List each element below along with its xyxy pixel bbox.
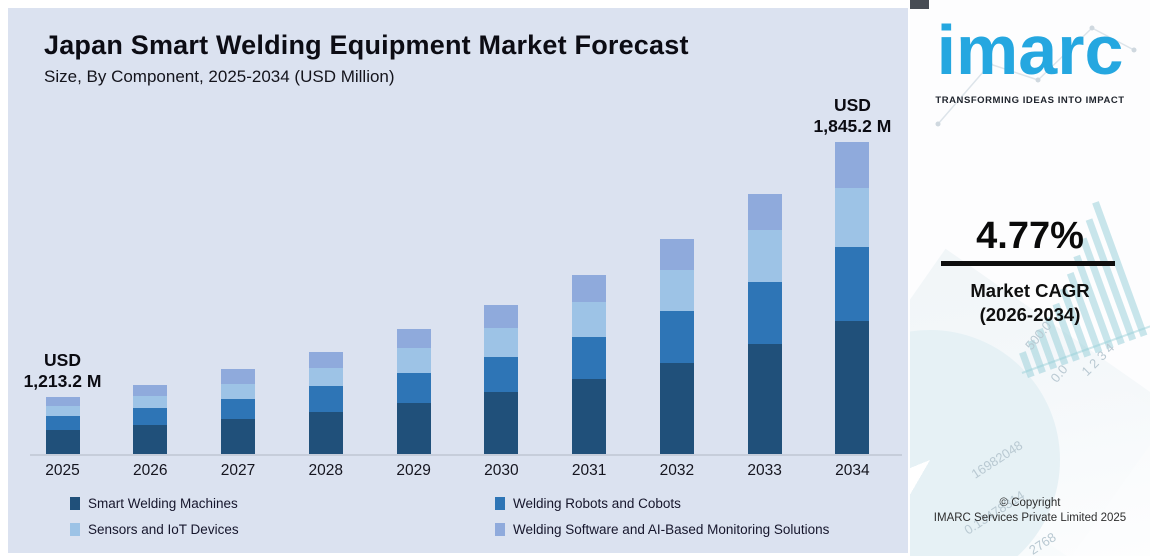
bar-segment <box>572 275 607 302</box>
x-tick-label: 2033 <box>747 462 782 479</box>
x-tick-label: 2034 <box>835 462 870 479</box>
bar-segment <box>45 397 80 406</box>
page-subtitle: Size, By Component, 2025-2034 (USD Milli… <box>44 67 395 86</box>
imarc-logo-text: imarc <box>936 11 1124 89</box>
imarc-logo: imarc <box>910 10 1150 90</box>
cagr-value: 4.77% <box>976 215 1084 257</box>
bar-segment <box>835 188 870 247</box>
legend-swatch <box>70 497 80 510</box>
legend-item: Welding Software and AI-Based Monitoring… <box>495 522 880 537</box>
x-tick-label: 2030 <box>484 462 519 479</box>
bar-segment <box>484 392 519 454</box>
copyright-notice: © Copyright IMARC Services Private Limit… <box>910 496 1150 526</box>
stacked-bar-2027 <box>221 369 256 454</box>
bar-segment <box>396 373 431 403</box>
stacked-bar-2031 <box>572 275 607 454</box>
x-axis-line <box>30 454 902 456</box>
bar-segment <box>308 368 343 386</box>
bar-segment <box>221 419 256 454</box>
bar-segment <box>747 194 782 230</box>
x-tick-label: 2028 <box>308 462 344 479</box>
bar-segment <box>747 282 782 344</box>
stacked-bar-2033 <box>747 194 782 454</box>
bar-segment <box>308 412 343 454</box>
bar-segment <box>659 270 694 311</box>
bar-segment <box>835 247 870 321</box>
bar-segment <box>835 321 870 454</box>
imarc-tagline: TRANSFORMING IDEAS INTO IMPACT <box>935 95 1125 106</box>
x-tick-label: 2025 <box>45 462 80 479</box>
value-annotation-2025: USD 1,213.2 M <box>23 350 102 391</box>
bar-segment <box>484 328 519 357</box>
bar-segment <box>659 239 694 270</box>
chart-legend: Smart Welding Machines Welding Robots and… <box>70 496 880 537</box>
legend-label: Smart Welding Machines <box>88 496 238 511</box>
x-tick-label: 2029 <box>396 462 431 479</box>
bar-segment <box>835 142 870 188</box>
stacked-bar-2032 <box>659 239 694 454</box>
bar-segment <box>396 403 431 454</box>
value-annotation-2034: USD 1,845.2 M <box>813 95 892 136</box>
brand-sidebar: 500.0 0.0 1 2 3 4 16982048 0.13478314 2768 im… <box>910 0 1150 556</box>
bar-segment <box>45 416 80 430</box>
x-tick-label: 2027 <box>220 462 256 479</box>
bar-segment <box>308 352 343 368</box>
stacked-bar-2034 <box>835 142 870 454</box>
bar-segment <box>221 369 256 384</box>
corner-chip-decor <box>910 0 929 9</box>
legend-swatch <box>495 523 505 536</box>
legend-swatch <box>70 523 80 536</box>
bar-segment <box>572 379 607 454</box>
network-lines-decor <box>935 25 1137 127</box>
cagr-period: (2026-2034) <box>979 304 1081 325</box>
bar-segment <box>308 386 343 412</box>
legend-swatch <box>495 497 505 510</box>
legend-label: Welding Software and AI-Based Monitoring… <box>513 522 830 537</box>
x-tick-label: 2032 <box>659 462 695 479</box>
bar-segment <box>659 363 694 454</box>
bar-segment <box>45 406 80 416</box>
bar-segment <box>221 399 256 419</box>
x-tick-label: 2031 <box>571 462 607 479</box>
x-tick-label: 2026 <box>133 462 168 479</box>
stacked-bar-2030 <box>484 305 519 454</box>
bar-segment <box>221 384 256 399</box>
bar-segment <box>484 357 519 392</box>
bar-segment <box>747 230 782 282</box>
legend-item: Sensors and IoT Devices <box>70 522 495 537</box>
bar-segment <box>572 337 607 379</box>
bar-segment <box>396 348 431 373</box>
legend-label: Sensors and IoT Devices <box>88 522 239 537</box>
bar-segment <box>133 408 168 425</box>
stacked-bar-2029 <box>396 329 431 454</box>
cagr-underline <box>941 261 1115 266</box>
bar-segment <box>572 302 607 337</box>
bar-segment <box>747 344 782 454</box>
bar-segment <box>484 305 519 328</box>
legend-item: Smart Welding Machines <box>70 496 495 511</box>
bar-segment <box>45 430 80 454</box>
bar-segment <box>133 396 168 408</box>
legend-label: Welding Robots and Cobots <box>513 496 681 511</box>
bar-segment <box>396 329 431 348</box>
legend-item: Welding Robots and Cobots <box>495 496 880 511</box>
stacked-bar-2026 <box>133 385 168 454</box>
copyright-line2: IMARC Services Private Limited 2025 <box>933 512 1127 524</box>
bar-segment <box>133 385 168 396</box>
copyright-line1: © Copyright <box>999 497 1061 509</box>
bar-segment <box>659 311 694 363</box>
cagr-label: Market CAGR <box>970 280 1090 301</box>
stacked-bar-2025 <box>45 397 80 454</box>
page-title: Japan Smart Welding Equipment Market For… <box>44 30 689 60</box>
stacked-bar-2028 <box>308 352 343 454</box>
bar-segment <box>133 425 168 454</box>
